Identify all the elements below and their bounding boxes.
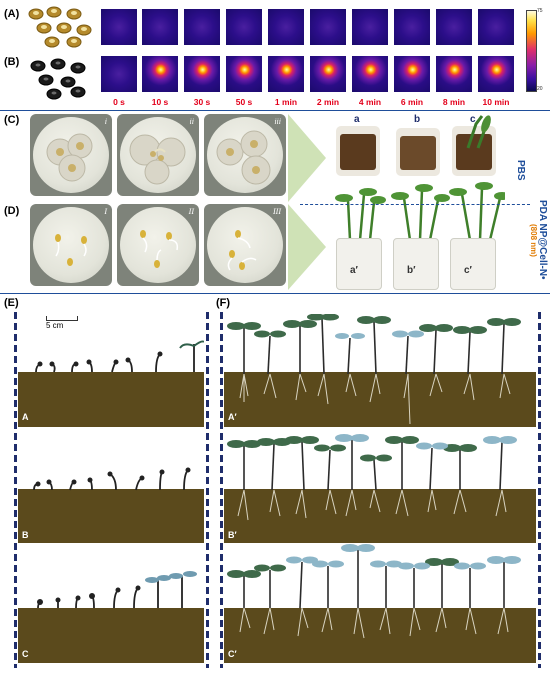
pot-label-a: a [354, 114, 360, 125]
pot-a [336, 126, 380, 176]
temperature-color-scale [526, 10, 537, 92]
pot-label-a-prime: a′ [350, 265, 358, 276]
thermal-frame-a-10 [477, 8, 515, 46]
time-label-4: 50 s [235, 97, 253, 107]
side-label-pbs: PBS [515, 160, 526, 181]
thermal-frame-b-8 [393, 55, 431, 93]
thermal-frame-b-4 [225, 55, 263, 93]
time-label-9: 8 min [442, 97, 466, 107]
petri-dish-i: i [30, 114, 112, 196]
thermal-frame-a-1 [100, 8, 138, 46]
sprouts-e-a [35, 340, 204, 373]
panel-label-a: (A) [4, 8, 20, 20]
petri-dish-I: I [30, 204, 112, 286]
seedlings-f-c [227, 544, 521, 639]
thermal-frame-a-2 [141, 8, 179, 46]
seedlings-f-b [227, 434, 517, 521]
thermal-frame-b-2 [141, 55, 179, 93]
time-label-10: 10 min [482, 97, 510, 107]
time-label-6: 2 min [316, 97, 340, 107]
scale-min-label: 20 [537, 86, 543, 92]
side-label-treatment: PDA NP@Cell-N• [537, 200, 548, 280]
thermal-frame-b-3 [183, 55, 221, 93]
thermal-frame-b-10 [477, 55, 515, 93]
petri-dish-II: II [117, 204, 199, 286]
thermal-frame-a-7 [351, 8, 389, 46]
row-label-e-b: B [22, 530, 29, 540]
row-label-f-c: C′ [228, 649, 237, 659]
soil-panel-f-c [224, 608, 536, 663]
soil-panel-e-a [18, 372, 204, 427]
dash-line-mid-right [220, 312, 223, 668]
pot-row-divider [300, 204, 530, 205]
petri-label-II: II [188, 207, 194, 216]
row-label-f-b: B′ [228, 530, 237, 540]
side-label-wavelength: (808 nm) [529, 224, 538, 257]
yellow-ring-samples [28, 6, 92, 48]
scale-max-label: 75 [537, 8, 543, 14]
dash-line-left [14, 312, 17, 668]
arrow-shape-bottom [288, 204, 326, 290]
thermal-frame-b-9 [435, 55, 473, 93]
pot-c [452, 115, 496, 176]
sprouts-e-c [37, 571, 197, 609]
petri-label-ii: ii [189, 117, 194, 126]
petri-label-I: I [104, 207, 107, 216]
seedlings-f-a [227, 314, 521, 425]
petri-label-iii: iii [274, 117, 281, 126]
pot-label-b-prime: b′ [407, 265, 416, 276]
thermal-frame-b-1 [100, 55, 138, 93]
time-label-7: 4 min [358, 97, 382, 107]
pot-seedlings-treated [335, 182, 505, 241]
thermal-frame-a-4 [225, 8, 263, 46]
petri-dish-iii: iii [204, 114, 286, 196]
petri-label-III: III [273, 207, 281, 216]
panel-label-d: (D) [4, 205, 20, 217]
panel-label-b: (B) [4, 56, 20, 68]
row-label-e-a: A [22, 412, 29, 422]
sprouts-e-b [33, 467, 191, 491]
time-label-1: 0 s [113, 97, 125, 107]
thermal-frame-b-7 [351, 55, 389, 93]
scale-bar [46, 316, 78, 321]
thermal-frame-b-5 [267, 55, 305, 93]
pot-c-prime [450, 238, 496, 290]
pot-b [396, 128, 440, 176]
time-label-8: 6 min [400, 97, 424, 107]
pot-a-prime [336, 238, 382, 290]
divider-2 [0, 293, 550, 294]
row-label-e-c: C [22, 649, 29, 659]
thermal-frame-a-8 [393, 8, 431, 46]
thermal-frame-a-6 [309, 8, 347, 46]
time-label-3: 30 s [193, 97, 211, 107]
black-ring-samples [30, 58, 86, 100]
petri-label-i: i [104, 117, 107, 126]
panel-label-c: (C) [4, 114, 20, 126]
pot-label-b: b [414, 114, 421, 125]
pot-label-c-prime: c′ [464, 265, 472, 276]
divider-1 [0, 110, 550, 111]
dash-line-mid-left [206, 312, 209, 668]
row-label-f-a: A′ [228, 412, 237, 422]
dash-line-right [538, 312, 541, 668]
petri-dish-III: III [204, 204, 286, 286]
petri-dish-ii: ii [117, 114, 199, 196]
soil-panel-f-a [224, 372, 536, 427]
thermal-frame-a-3 [183, 8, 221, 46]
time-label-5: 1 min [274, 97, 298, 107]
thermal-frame-b-6 [309, 55, 347, 93]
pot-b-prime [393, 238, 439, 290]
thermal-frame-a-5 [267, 8, 305, 46]
scale-bar-label: 5 cm [46, 321, 64, 330]
soil-panel-e-b [18, 489, 204, 543]
pot-label-c: c [470, 114, 476, 125]
panel-label-e: (E) [4, 297, 19, 309]
panel-label-f: (F) [216, 297, 231, 309]
time-label-2: 10 s [151, 97, 169, 107]
arrow-shape-top [288, 114, 326, 202]
soil-panel-e-c [18, 608, 204, 663]
thermal-frame-a-9 [435, 8, 473, 46]
